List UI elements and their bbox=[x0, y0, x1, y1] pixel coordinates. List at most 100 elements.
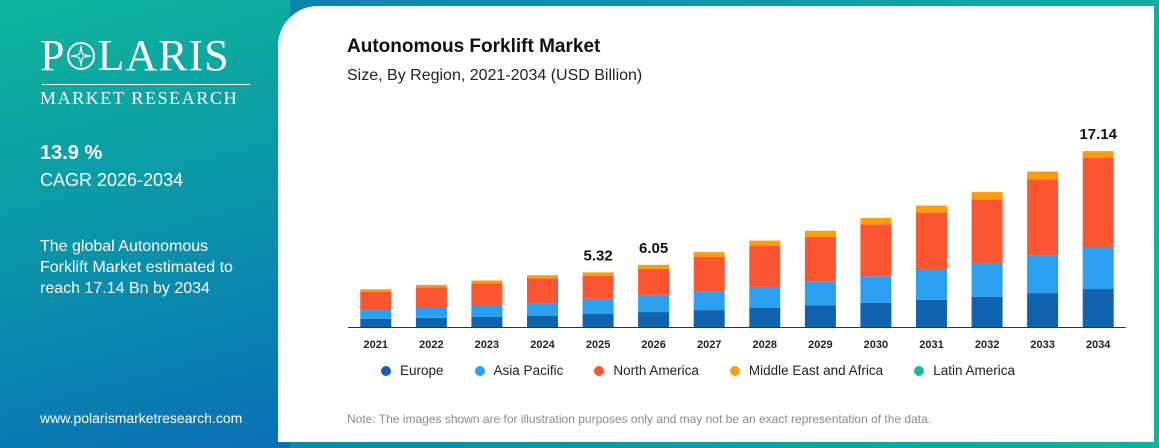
chart-card: Autonomous Forklift Market Size, By Regi… bbox=[278, 6, 1154, 442]
x-tick-label: 2034 bbox=[1086, 339, 1111, 351]
x-tick-label: 2027 bbox=[697, 339, 721, 351]
polaris-logo: P LARIS MARKET RESEARCH bbox=[40, 32, 270, 109]
legend-label: Europe bbox=[400, 363, 444, 378]
legend-label: North America bbox=[613, 363, 699, 378]
bar-segment-2029-north-america bbox=[804, 236, 836, 282]
compass-star-icon bbox=[67, 42, 96, 70]
legend-label: Middle East and Africa bbox=[748, 363, 884, 378]
legend-swatch bbox=[381, 365, 391, 376]
chart-subtitle: Size, By Region, 2021-2034 (USD Billion) bbox=[347, 67, 643, 84]
bar-segment-2028-north-america bbox=[749, 245, 781, 287]
x-tick-label: 2026 bbox=[641, 339, 665, 351]
legend-item-europe: Europe bbox=[381, 363, 444, 378]
bar-segment-2027-europe bbox=[693, 310, 725, 327]
x-tick-label: 2032 bbox=[975, 339, 999, 351]
left-panel: P LARIS MARKET RESEARCH 13.9 % CAGR 2026… bbox=[0, 0, 290, 448]
bar-segment-2026-asia-pacific bbox=[638, 295, 670, 313]
bar-segment-2030-north-america bbox=[860, 224, 892, 277]
bar-segment-2021-asia-pacific bbox=[360, 310, 392, 319]
bar-segment-2023-north-america bbox=[471, 283, 503, 306]
x-tick-label: 2033 bbox=[1030, 339, 1054, 351]
legend-item-north-america: North America bbox=[594, 363, 699, 378]
legend-item-asia-pacific: Asia Pacific bbox=[474, 363, 564, 378]
cagr-value: 13.9 % bbox=[40, 142, 103, 164]
x-tick-label: 2029 bbox=[808, 339, 832, 351]
bar-segment-2029-europe bbox=[804, 305, 836, 327]
x-tick-label: 2022 bbox=[419, 339, 443, 351]
bar-segment-2034-europe bbox=[1082, 289, 1114, 327]
bar-segment-2032-north-america bbox=[971, 199, 1003, 263]
logo-name-left: P bbox=[40, 31, 66, 80]
legend-swatch bbox=[914, 365, 925, 376]
bar-segment-2021-europe bbox=[360, 318, 392, 327]
disclaimer-note: Note: The images shown are for illustrat… bbox=[347, 412, 932, 426]
bar-segment-2021-north-america bbox=[360, 291, 392, 311]
bar-segment-2022-asia-pacific bbox=[415, 308, 447, 318]
legend-swatch bbox=[594, 365, 605, 376]
bar-segment-2031-north-america bbox=[916, 212, 947, 270]
x-tick-label: 2028 bbox=[753, 339, 777, 351]
bar-segment-2021-middle-east-and-africa bbox=[360, 289, 392, 292]
bar-segment-2029-middle-east-and-africa bbox=[804, 230, 836, 237]
bar-segment-2030-asia-pacific bbox=[860, 276, 892, 303]
bar-segment-2022-europe bbox=[415, 317, 447, 327]
bar-segment-2033-europe bbox=[1027, 293, 1059, 327]
bar-segment-2027-asia-pacific bbox=[693, 291, 725, 311]
data-label-2025: 5.32 bbox=[583, 247, 612, 264]
bar-segment-2026-middle-east-and-africa bbox=[638, 264, 670, 269]
bar-segment-2031-europe bbox=[916, 299, 947, 327]
legend-swatch bbox=[729, 365, 740, 376]
bar-segment-2031-middle-east-and-africa bbox=[916, 205, 947, 213]
chart-title: Autonomous Forklift Market bbox=[347, 36, 601, 57]
x-tick-label: 2024 bbox=[530, 339, 555, 351]
bar-segment-2025-europe bbox=[582, 313, 614, 327]
legend-item-middle-east-and-africa: Middle East and Africa bbox=[729, 363, 884, 378]
website-link[interactable]: www.polarismarketresearch.com bbox=[40, 410, 243, 426]
x-tick-label: 2023 bbox=[475, 339, 499, 351]
x-tick-label: 2025 bbox=[586, 339, 610, 351]
bar-segment-2026-north-america bbox=[638, 269, 670, 296]
logo-wordmark: P LARIS bbox=[40, 32, 270, 80]
bar-segment-2030-europe bbox=[860, 302, 892, 327]
bar-segment-2024-asia-pacific bbox=[527, 303, 558, 316]
bar-segment-2031-asia-pacific bbox=[916, 269, 947, 300]
legend-item-latin-america: Latin America bbox=[914, 363, 1015, 378]
bar-segment-2024-north-america bbox=[527, 278, 558, 304]
bar-segment-2023-europe bbox=[471, 316, 503, 327]
x-tick-label: 2031 bbox=[919, 339, 943, 351]
bar-segment-2029-asia-pacific bbox=[804, 281, 836, 306]
cagr-label: CAGR 2026-2034 bbox=[40, 170, 184, 190]
legend-label: Latin America bbox=[933, 363, 1015, 378]
logo-divider bbox=[42, 84, 250, 85]
chart-legend: Europe Asia Pacific North America Middle Ea… bbox=[381, 363, 1046, 378]
legend-swatch bbox=[474, 365, 485, 376]
bar-segment-2025-middle-east-and-africa bbox=[582, 272, 614, 276]
data-label-2026: 6.05 bbox=[639, 240, 668, 257]
bar-segment-2032-asia-pacific bbox=[971, 262, 1003, 297]
bar-segment-2025-asia-pacific bbox=[582, 298, 614, 314]
logo-subtitle: MARKET RESEARCH bbox=[40, 88, 239, 108]
bar-segment-2033-middle-east-and-africa bbox=[1027, 171, 1059, 180]
bar-segment-2030-middle-east-and-africa bbox=[860, 218, 892, 225]
x-tick-label: 2030 bbox=[864, 339, 888, 351]
bar-segment-2024-middle-east-and-africa bbox=[527, 275, 558, 279]
bar-segment-2028-europe bbox=[749, 308, 781, 327]
bar-segment-2026-europe bbox=[638, 312, 670, 327]
bar-segment-2025-north-america bbox=[582, 275, 614, 299]
bar-segment-2033-north-america bbox=[1027, 179, 1059, 256]
bar-segment-2033-asia-pacific bbox=[1027, 255, 1059, 294]
bar-segment-2034-asia-pacific bbox=[1082, 247, 1114, 290]
bar-segment-2023-asia-pacific bbox=[471, 306, 503, 317]
x-tick-label: 2021 bbox=[364, 339, 388, 351]
stacked-bar-chart: 2021 2022 2023 2024 2025 5.32 2026 6.05 2027 2028… bbox=[348, 126, 1126, 351]
data-label-2034: 17.14 bbox=[1079, 126, 1117, 143]
bar-segment-2032-europe bbox=[971, 296, 1003, 327]
bar-segment-2032-middle-east-and-africa bbox=[971, 192, 1003, 200]
bar-segment-2028-asia-pacific bbox=[749, 287, 781, 308]
bar-segment-2022-middle-east-and-africa bbox=[415, 284, 447, 288]
market-summary: The global Autonomous Forklift Market es… bbox=[40, 238, 233, 297]
bar-segment-2034-middle-east-and-africa bbox=[1082, 151, 1114, 158]
logo-name-right: LARIS bbox=[97, 31, 230, 80]
legend-label: Asia Pacific bbox=[493, 363, 564, 378]
bar-segment-2024-europe bbox=[527, 315, 558, 327]
